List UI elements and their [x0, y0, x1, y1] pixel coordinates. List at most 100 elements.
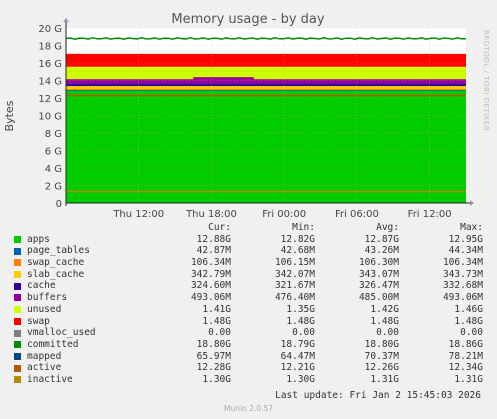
legend-avg-value: 12.26G — [364, 362, 399, 374]
legend-label: cache — [27, 280, 56, 292]
area-page-tables — [66, 89, 466, 91]
y-axis-label: Bytes — [3, 100, 16, 131]
area-swap — [66, 53, 466, 67]
legend-swatch — [14, 259, 21, 267]
legend-swatch — [14, 236, 21, 244]
legend-label: slab_cache — [27, 268, 85, 280]
y-tick-label: 2 G — [45, 182, 62, 193]
legend-item-cache: cache 324.60M 321.67M 326.47M 332.68M — [14, 280, 488, 292]
legend-item-slab-cache: slab_cache 342.79M 342.07M 343.07M 343.73M — [14, 269, 488, 281]
area-buffers — [66, 79, 466, 84]
x-tick-label: Thu 18:00 — [185, 209, 237, 220]
legend-label: buffers — [27, 292, 68, 304]
legend-min-value: 0.00 — [292, 327, 315, 339]
legend-swatch — [14, 341, 21, 349]
legend-min-value: 1.30G — [286, 373, 315, 385]
legend-avg-value: 0.00 — [376, 327, 399, 339]
legend-swatch — [14, 352, 21, 360]
legend-label: vmalloc_used — [27, 327, 96, 339]
legend-label: page_tables — [27, 245, 90, 257]
area-unused — [66, 66, 466, 80]
legend-label: mapped — [27, 350, 62, 362]
legend-item-mapped: mapped 65.97M 64.47M 70.37M 78.21M — [14, 351, 488, 363]
legend-max-value: 343.73M — [442, 268, 483, 280]
legend-avg-value: 12.87G — [364, 233, 399, 245]
legend-label: inactive — [27, 373, 73, 385]
legend-swatch — [14, 271, 21, 279]
legend-header-cur: Cur: — [208, 222, 231, 233]
legend-label: apps — [27, 233, 50, 245]
y-tick-label: 0 — [56, 199, 62, 210]
legend-avg-value: 18.80G — [364, 338, 399, 350]
legend-label: swap — [27, 315, 50, 327]
legend-avg-value: 343.07M — [358, 268, 399, 280]
legend-max-value: 1.31G — [454, 373, 483, 385]
y-tick-label: 12 G — [38, 94, 62, 105]
legend-max-value: 1.48G — [454, 315, 483, 327]
legend-swatch — [14, 306, 21, 314]
area-slab-cache — [66, 86, 466, 90]
x-axis-arrow — [470, 200, 474, 206]
legend-min-value: 321.67M — [274, 280, 315, 292]
legend-swatch — [14, 317, 21, 325]
legend-cur-value: 106.34M — [190, 257, 231, 269]
last-update: Last update: Fri Jan 2 15:45:03 2026 — [275, 390, 481, 401]
legend-min-value: 476.40M — [274, 292, 315, 304]
legend-cur-value: 42.87M — [196, 245, 231, 257]
legend-item-unused: unused 1.41G 1.35G 1.42G 1.46G — [14, 304, 488, 316]
legend-min-value: 64.47M — [280, 350, 315, 362]
legend-item-vmalloc-used: vmalloc_used 0.00 0.00 0.00 0.00 — [14, 327, 488, 339]
legend-max-value: 44.34M — [448, 245, 483, 257]
legend-swatch — [14, 329, 21, 337]
legend-avg-value: 43.26M — [364, 245, 399, 257]
x-tick-label: Fri 00:00 — [262, 209, 306, 220]
legend-item-inactive: inactive 1.30G 1.30G 1.31G 1.31G — [14, 374, 488, 386]
legend-cur-value: 1.41G — [202, 303, 231, 315]
legend-min-value: 342.07M — [274, 268, 315, 280]
line-committed — [65, 37, 467, 40]
legend-avg-value: 1.42G — [370, 303, 399, 315]
legend-min-value: 12.21G — [280, 362, 315, 374]
legend-min-value: 1.35G — [286, 303, 315, 315]
legend-min-value: 42.68M — [280, 245, 315, 257]
memory-chart: Memory usage - by day Bytes RRDTOOL / TO… — [3, 12, 490, 220]
legend-max-value: 1.46G — [454, 303, 483, 315]
y-axis-arrow — [63, 18, 69, 22]
legend-header-avg: Avg: — [376, 222, 399, 233]
legend-item-apps: apps 12.88G 12.82G 12.87G 12.95G — [14, 234, 488, 246]
legend-header-max: Max: — [460, 222, 483, 233]
legend-avg-value: 485.00M — [358, 292, 399, 304]
legend-label: swap_cache — [27, 257, 85, 269]
area-cache — [66, 83, 466, 87]
legend-cur-value: 65.97M — [196, 350, 231, 362]
legend-swatch — [14, 376, 21, 384]
y-tick-label: 18 G — [38, 42, 62, 53]
legend-item-committed: committed 18.80G 18.79G 18.80G 18.86G — [14, 339, 488, 351]
rrdtool-credit: RRDTOOL / TOBI OETIKER — [482, 30, 490, 131]
legend: Cur: Min: Avg: Max: apps 12.88G 12.82G 12.8… — [14, 222, 488, 386]
legend-item-swap: swap 1.48G 1.48G 1.48G 1.48G — [14, 316, 488, 328]
legend-max-value: 12.95G — [448, 233, 483, 245]
legend-header: Cur: Min: Avg: Max: — [14, 222, 488, 234]
legend-max-value: 78.21M — [448, 350, 483, 362]
legend-cur-value: 1.48G — [202, 315, 231, 327]
legend-avg-value: 1.31G — [370, 373, 399, 385]
legend-avg-value: 70.37M — [364, 350, 399, 362]
y-tick-label: 4 G — [45, 164, 62, 175]
legend-swatch — [14, 294, 21, 302]
legend-label: committed — [27, 338, 79, 350]
legend-cur-value: 12.88G — [196, 233, 231, 245]
legend-min-value: 18.79G — [280, 338, 315, 350]
y-tick-label: 10 G — [38, 112, 62, 123]
legend-cur-value: 0.00 — [208, 327, 231, 339]
legend-cur-value: 12.28G — [196, 362, 231, 374]
legend-max-value: 18.86G — [448, 338, 483, 350]
legend-cur-value: 493.06M — [190, 292, 231, 304]
legend-avg-value: 106.30M — [358, 257, 399, 269]
munin-version: Munin 2.0.57 — [223, 404, 274, 413]
buffers-peak — [193, 77, 254, 80]
y-tick-label: 8 G — [45, 129, 62, 140]
x-tick-label: Fri 12:00 — [408, 209, 452, 220]
legend-min-value: 1.48G — [286, 315, 315, 327]
chart-title: Memory usage - by day — [171, 12, 324, 27]
